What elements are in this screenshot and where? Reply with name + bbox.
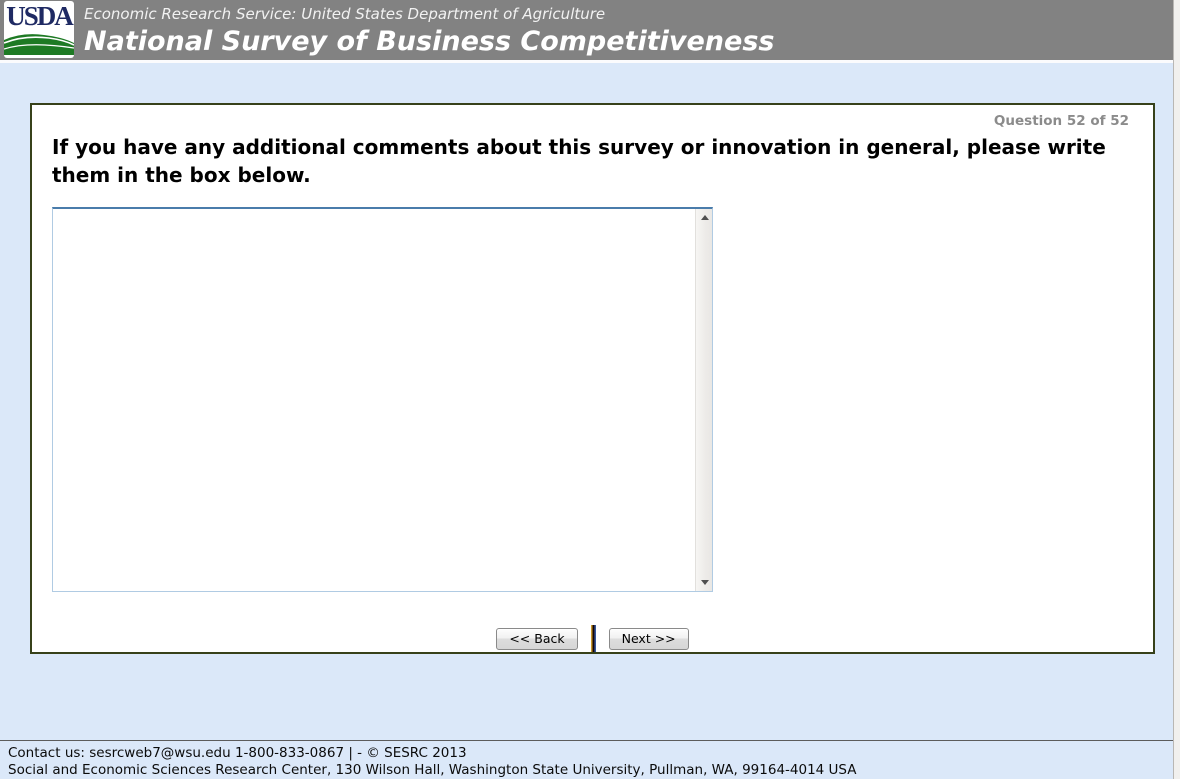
progress-indicator: Question 52 of 52 — [993, 113, 1129, 129]
usda-logo-text: USDA — [6, 1, 74, 31]
textarea-scrollbar[interactable] — [695, 209, 712, 591]
page-footer: Contact us: sesrcweb7@wsu.edu 1-800-833-… — [0, 740, 1173, 779]
scroll-down-icon — [700, 580, 709, 585]
site-header: USDA Economic Research Service: United S… — [0, 0, 1173, 63]
scroll-down-button[interactable] — [696, 574, 713, 591]
question-text: If you have any additional comments abou… — [52, 135, 1106, 187]
window-edge-strip — [1173, 0, 1180, 779]
scroll-up-button[interactable] — [696, 209, 713, 226]
footer-contact-line: Contact us: sesrcweb7@wsu.edu 1-800-833-… — [8, 745, 467, 761]
footer-address-line: Social and Economic Sciences Research Ce… — [8, 762, 857, 778]
header-text: Economic Research Service: United States… — [84, 4, 774, 59]
question-panel: Question 52 of 52 If you have any additi… — [30, 103, 1155, 654]
next-button[interactable]: Next >> — [608, 627, 689, 650]
agency-line: Economic Research Service: United States… — [84, 5, 606, 23]
scroll-up-icon — [700, 215, 709, 220]
survey-title: National Survey of Business Competitiven… — [84, 26, 775, 57]
usda-logo: USDA — [4, 1, 74, 58]
button-separator — [590, 625, 596, 652]
back-button[interactable]: << Back — [496, 627, 578, 650]
usda-field-swoosh-icon — [4, 34, 74, 55]
comments-textarea[interactable] — [53, 209, 695, 591]
nav-button-row: << Back Next >> — [32, 625, 1153, 652]
comment-box — [52, 207, 713, 592]
